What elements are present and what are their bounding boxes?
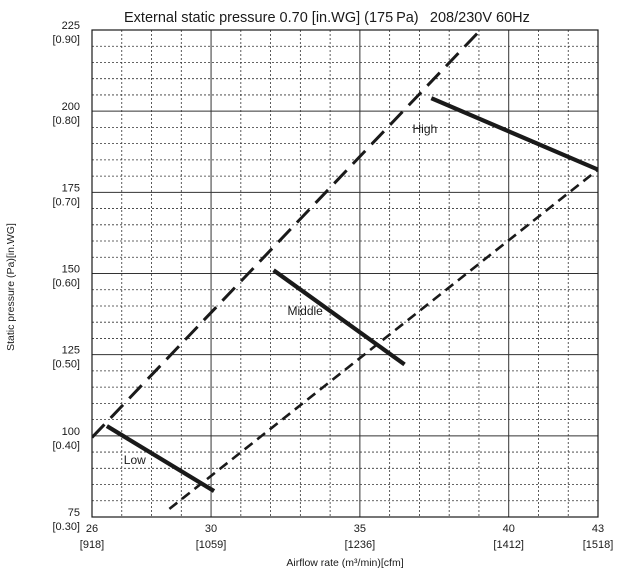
y-tick-label: 75 [68,507,80,519]
series-line-long-dash [92,30,481,439]
chart-title: External static pressure 0.70 [in.WG] (1… [124,10,530,26]
y-tick-label: 225 [62,20,80,32]
x-tick-sublabel: [918] [80,539,104,551]
x-tick-label: 40 [503,523,515,535]
x-tick-label: 26 [86,523,98,535]
curve-label-middle: Middle [287,304,323,318]
x-axis-label: Airflow rate (m³/min)[cfm] [286,557,403,569]
x-tick-label: 43 [592,523,604,535]
y-tick-sublabel: [0.30] [52,521,80,533]
x-tick-sublabel: [1518] [583,539,614,551]
series-line-high [430,96,598,172]
y-tick-label: 200 [62,101,80,113]
y-tick-label: 100 [62,426,80,438]
y-axis-label: Static pressure (Pa)[in.WG] [5,223,17,351]
y-tick-labels: 75 [0.30] 100 [0.40] 125 [0.50] 150 [0.60] 175 [0… [52,20,80,533]
series-lines [92,30,598,510]
y-tick-sublabel: [0.90] [52,34,80,46]
x-tick-sublabel: [1059] [196,539,227,551]
curve-label-high: High [413,122,438,136]
series-line-low [105,424,216,493]
plot-frame [91,29,599,518]
x-tick-label: 35 [354,523,366,535]
y-tick-label: 150 [62,264,80,276]
curve-labels: High Middle Low [124,122,437,467]
y-tick-sublabel: [0.80] [52,115,80,127]
x-tick-label: 30 [205,523,217,535]
grid [91,29,599,518]
y-tick-sublabel: [0.70] [52,196,80,208]
series-line-short-dash [168,168,598,510]
x-tick-sublabel: [1236] [345,539,376,551]
y-tick-sublabel: [0.50] [52,359,80,371]
series-line-middle [272,268,406,367]
y-tick-sublabel: [0.40] [52,440,80,452]
y-tick-sublabel: [0.60] [52,278,80,290]
curve-label-low: Low [124,453,146,467]
y-tick-label: 125 [62,345,80,357]
x-tick-sublabel: [1412] [493,539,524,551]
x-tick-labels: 26 [918] 30 [1059] 35 [1236] 40 [1412] 43 [1518] [80,523,614,551]
y-tick-label: 175 [62,182,80,194]
